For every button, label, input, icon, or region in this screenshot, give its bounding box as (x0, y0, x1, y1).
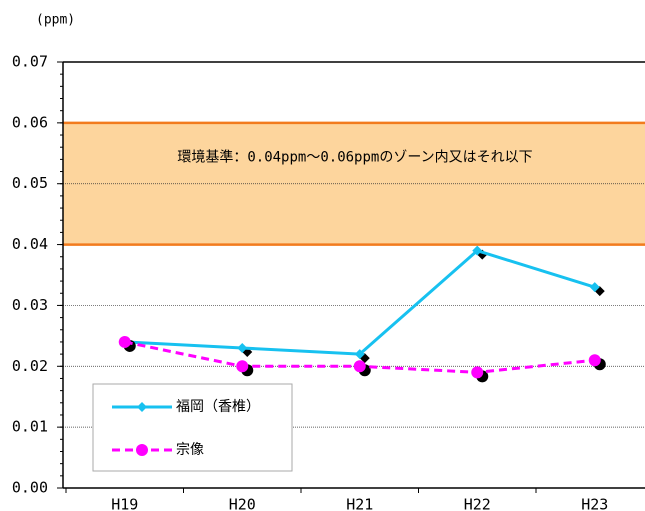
x-tick-label: H21 (346, 496, 373, 511)
y-tick-label: 0.00 (12, 479, 48, 497)
y-tick-label: 0.05 (12, 174, 48, 192)
legend (92, 383, 293, 472)
legend-marker (137, 402, 147, 412)
x-tick-label: H19 (111, 496, 138, 511)
data-point (118, 335, 131, 348)
legend-marker (136, 444, 148, 456)
data-point (354, 349, 365, 360)
x-tick-label: H20 (229, 496, 256, 511)
y-tick-label: 0.01 (12, 418, 48, 436)
x-tick-label: H23 (581, 496, 608, 511)
y-tick-label: 0.07 (12, 53, 48, 71)
data-point (236, 360, 249, 373)
y-tick-label: 0.04 (12, 235, 48, 253)
y-axis-label: (ppm) (36, 13, 75, 28)
data-point (589, 282, 600, 293)
y-tick-label: 0.03 (12, 296, 48, 314)
data-point (471, 366, 484, 379)
series-line (124, 248, 596, 356)
y-tick-label: 0.02 (12, 357, 48, 375)
x-tick-label: H22 (464, 496, 491, 511)
data-point (588, 354, 601, 367)
data-point (472, 245, 483, 256)
legend-label: 福岡（香椎） (176, 399, 260, 415)
data-point (353, 360, 366, 373)
data-point (237, 343, 248, 354)
zone-label: 環境基準：0.04ppm～0.06ppmのゾーン内又はそれ以下 (177, 149, 532, 166)
legend-label: 宗像 (176, 442, 204, 458)
y-tick-label: 0.06 (12, 113, 48, 131)
